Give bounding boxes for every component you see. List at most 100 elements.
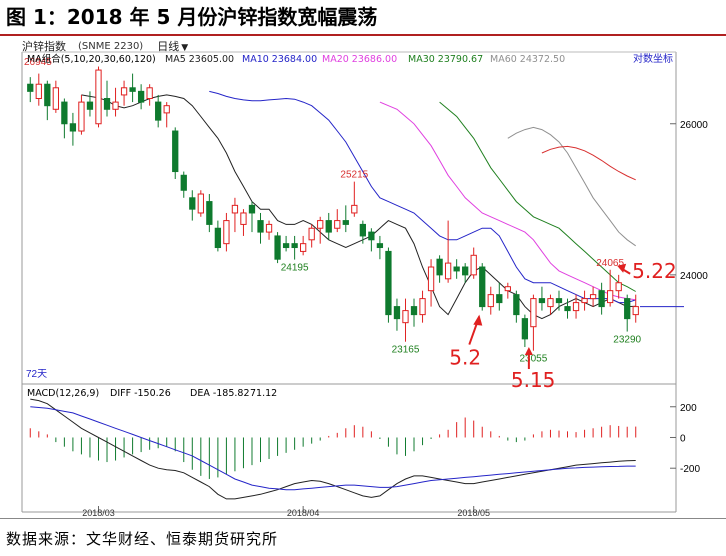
period-label: 日线 [157, 40, 180, 53]
footer-divider [0, 518, 726, 519]
candle-body [69, 123, 77, 132]
candle-body [155, 101, 162, 121]
figure-title: 图 1：2018 年 5 月份沪锌指数宽幅震荡 [6, 5, 378, 29]
dea-line [30, 406, 636, 491]
candle-body [274, 235, 281, 260]
macd-legend-3: 71.12 [250, 388, 277, 399]
candle-body [95, 69, 102, 125]
candle-body [137, 90, 145, 103]
candle-body [410, 306, 418, 316]
ma-legend-5: MA60 24372.50 [490, 54, 565, 65]
price-y-tick-label: 26000 [680, 120, 708, 131]
chevron-down-icon: ▼ [181, 43, 189, 53]
candle-body [189, 197, 196, 210]
candle-body [513, 294, 520, 316]
candle-body [351, 204, 358, 214]
candle-body [112, 101, 119, 110]
candle-body [572, 302, 580, 312]
x-tick-label: 2018/03 [82, 508, 115, 518]
date-annotation-5.22: 5.22 [632, 259, 677, 283]
diff-line [30, 398, 636, 500]
candle-body [146, 87, 153, 100]
candle-body [581, 298, 588, 304]
date-annotation-5.15: 5.15 [511, 368, 556, 392]
candle-body [419, 298, 426, 316]
candle-body [479, 266, 486, 308]
days-label: 72天 [26, 369, 47, 380]
candle-body [504, 286, 511, 292]
candle-body [300, 243, 307, 252]
source-note: 数据来源：文华财经、恒泰期货研究所 [6, 530, 279, 548]
candle-body [376, 243, 384, 249]
candle-body [282, 243, 290, 249]
ma-line-ma10 [209, 90, 636, 304]
ma-line-ma20 [379, 101, 636, 301]
candle-body [291, 243, 298, 249]
top-left-value: 26945 [24, 57, 52, 68]
candle-body [103, 98, 111, 110]
macd-y-tick-label: 200 [680, 403, 697, 414]
price-y-tick-label: 24000 [680, 271, 708, 282]
instrument-name: 沪锌指数 [22, 40, 66, 53]
candle-body [78, 101, 85, 132]
candle-body [632, 306, 639, 316]
candle-body [359, 223, 366, 237]
candle-body [564, 306, 571, 312]
candle-body [248, 204, 256, 214]
macd-legend-2: DEA -185.82 [190, 388, 250, 399]
instrument-code: (SNME 2230) [78, 40, 144, 52]
candle-body [172, 130, 179, 173]
candle-body [223, 220, 230, 245]
candle-body [129, 87, 136, 92]
candle-body [436, 258, 443, 276]
candle-body [214, 227, 222, 249]
price-label-23165: 23165 [392, 345, 420, 356]
candle-body [197, 193, 204, 214]
candle-body [462, 266, 469, 276]
ma-legend-3: MA20 23686.00 [322, 54, 397, 65]
candle-body [555, 298, 563, 304]
candle-body [487, 294, 494, 308]
candle-body [470, 254, 477, 276]
candle-body [589, 294, 597, 300]
annotation-arrowhead [617, 263, 627, 273]
date-annotation-5.2: 5.2 [449, 346, 481, 370]
candle-body [257, 220, 264, 233]
candle-body [547, 298, 554, 308]
candle-body [86, 101, 94, 110]
ma-line-ma120 [541, 145, 636, 181]
candle-body [52, 87, 59, 110]
ma-line-ma30 [439, 101, 636, 292]
candle-body [325, 220, 332, 233]
candle-body [317, 220, 324, 229]
candle-body [598, 290, 605, 308]
ma-legend-0: MA组合(5,10,20,30,60,120) [27, 53, 156, 65]
candle-body [402, 310, 409, 324]
candle-body [521, 318, 529, 340]
price-label-25215: 25215 [340, 170, 368, 181]
candle-body [61, 101, 68, 125]
title-underline [0, 34, 726, 36]
candle-body [265, 223, 273, 233]
price-label-24195: 24195 [281, 263, 309, 274]
price-label-23290: 23290 [613, 335, 641, 346]
annotation-arrowhead [524, 347, 533, 356]
ma-legend-4: MA30 23790.67 [408, 54, 483, 65]
price-label-24065: 24065 [596, 258, 624, 269]
macd-panel: MACD(12,26,9) DIFF -150.26 DEA -185.82 71.1… [27, 388, 700, 518]
candle-body [444, 262, 452, 280]
candle-body [368, 231, 375, 241]
ma-legend-1: MA5 23605.00 [165, 54, 234, 65]
candle-body [334, 220, 341, 229]
annotation-arrowhead [473, 314, 483, 326]
candle-body [163, 105, 170, 114]
candle-body [240, 212, 247, 225]
candle-body [180, 174, 187, 191]
candle-body [120, 87, 128, 96]
candle-body [27, 83, 34, 92]
candle-body [607, 290, 614, 304]
candle-body [624, 298, 631, 320]
period-selector[interactable]: 日线 ▼ [157, 38, 188, 54]
macd-legend-1: DIFF -150.26 [110, 388, 171, 399]
